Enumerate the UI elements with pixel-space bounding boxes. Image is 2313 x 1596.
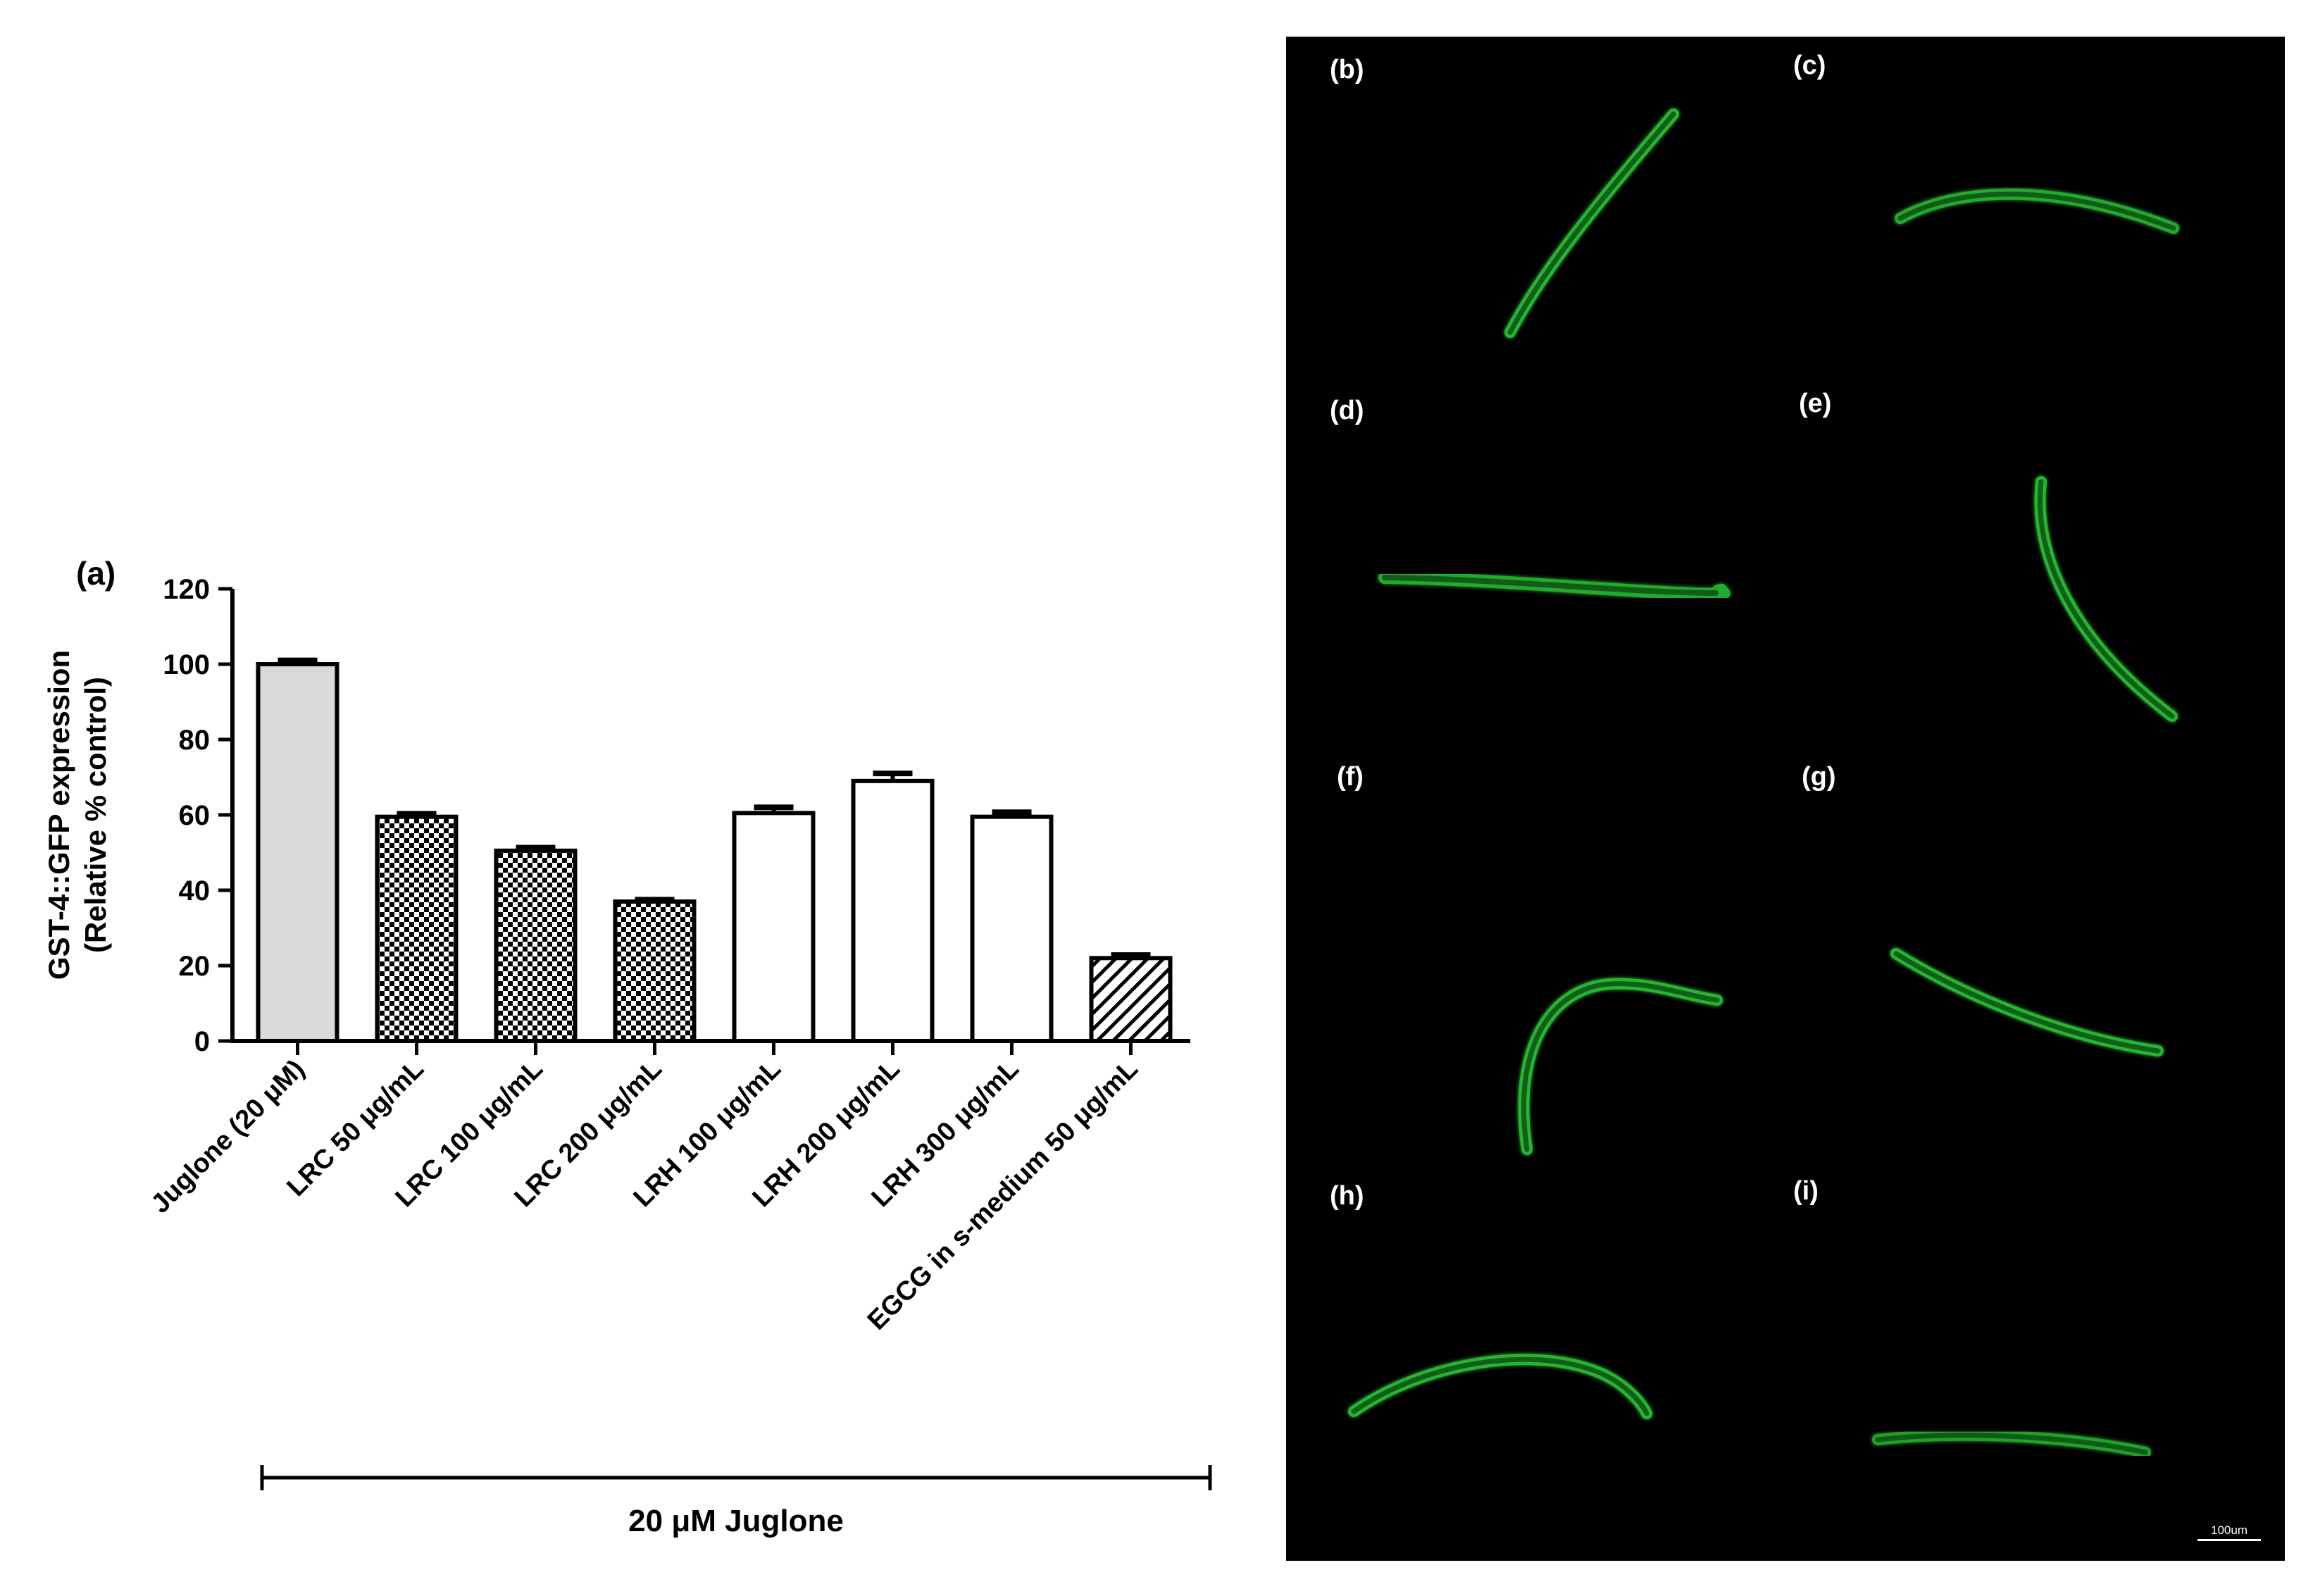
worm-e-core (2038, 479, 2175, 719)
y-tick-label: 0 (194, 1026, 210, 1057)
worm-images (1348, 108, 2179, 1458)
y-axis-label-line2: (Relative % control) (79, 677, 112, 953)
panel-label-d: (d) (1330, 396, 1364, 425)
bar (851, 778, 935, 1043)
x-tick-label: Juglone (20 μM) (146, 1054, 311, 1219)
worm-h-core (1351, 1357, 1650, 1416)
bar (732, 811, 816, 1043)
worm-g-core (1893, 951, 2161, 1054)
bar (256, 662, 339, 1043)
panel-label-f: (f) (1337, 762, 1364, 792)
bar (1089, 956, 1173, 1044)
y-tick-label: 20 (179, 951, 211, 982)
bar (613, 899, 697, 1044)
worm-i-core (1875, 1433, 2148, 1455)
worm-g (1890, 948, 2164, 1056)
scale-bar-line (2197, 1539, 2261, 1541)
panel-label-e: (e) (1799, 389, 1832, 418)
y-tick-label: 120 (163, 574, 210, 605)
bracket-label: 20 μM Juglone (628, 1504, 844, 1538)
panel-label-b: (b) (1330, 55, 1364, 85)
y-tick-label: 80 (179, 725, 211, 756)
worm-f (1518, 978, 1723, 1155)
panel-label-c: (c) (1793, 51, 1826, 80)
bar (494, 848, 578, 1043)
scale-bar-label: 100um (2211, 1523, 2247, 1537)
panel-label-h: (h) (1330, 1181, 1364, 1211)
worm-e (2034, 476, 2178, 722)
bar (375, 814, 459, 1044)
y-axis-label-line1: GST-4::GFP expression (42, 650, 75, 980)
bar (970, 814, 1054, 1044)
worm-b-core (1507, 111, 1676, 335)
worm-f-core (1521, 981, 1720, 1152)
bar-chart: (a)GST-4::GFP expression (Relative % cont… (42, 555, 1212, 1538)
worm-d-core (1382, 575, 1719, 596)
y-tick-label: 100 (163, 649, 210, 680)
worm-c (1895, 188, 2179, 234)
micrograph-panel: (b) (c) (d) (e) (f) (g) (h) (i) 100um (1286, 37, 2285, 1561)
scale-bar: 100um (2197, 1523, 2261, 1541)
panel-label-i: (i) (1793, 1176, 1819, 1206)
panel-label-g: (g) (1802, 762, 1836, 792)
chart-panel-label: (a) (76, 555, 116, 592)
worm-c-core (1897, 192, 2176, 231)
y-tick-label: 40 (179, 875, 211, 906)
worm-b (1504, 108, 1679, 338)
y-tick-label: 60 (179, 800, 211, 831)
